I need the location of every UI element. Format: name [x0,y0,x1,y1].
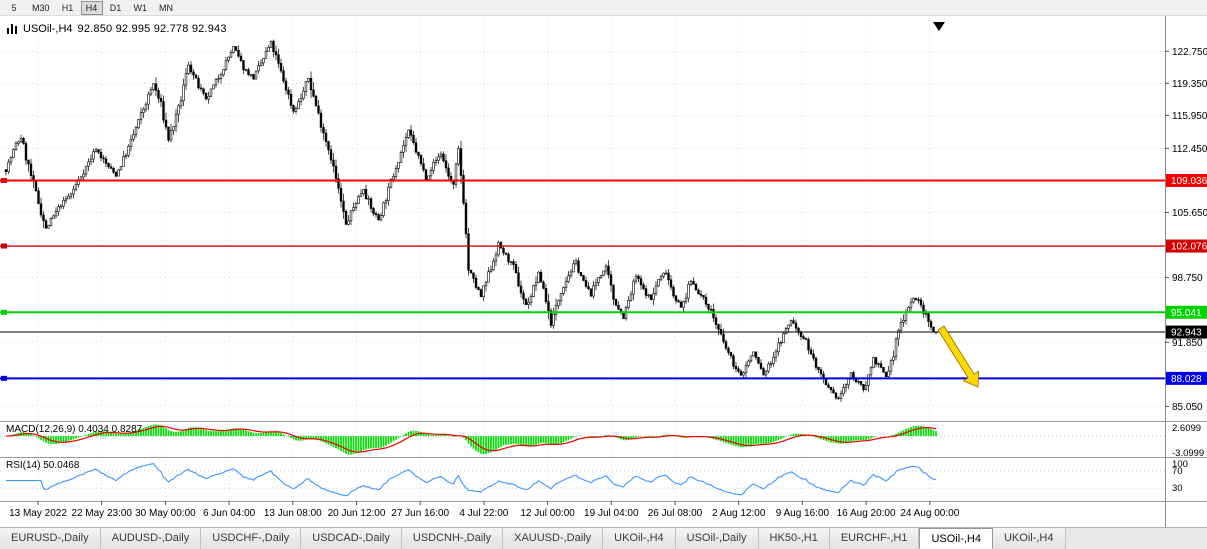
svg-text:-3.0999: -3.0999 [1172,448,1204,459]
time-axis[interactable]: 13 May 2022 22 May 23:00 30 May 00:00 6 Jun… [9,501,960,519]
timeframe-button-mn[interactable]: MN [159,2,174,13]
chart-pane-container: 122.750 119.350 115.950 112.450 105.650 98.75… [0,16,1207,527]
svg-text:19 Jul 04:00: 19 Jul 04:00 [584,508,639,519]
svg-text:22 May 23:00: 22 May 23:00 [71,508,132,519]
chart-tab-eurchf-h1[interactable]: EURCHF-,H1 [829,528,920,549]
timeframe-button-h4[interactable]: H4 [80,0,103,15]
svg-text:24 Aug 00:00: 24 Aug 00:00 [900,508,959,519]
chart-canvas[interactable]: 122.750 119.350 115.950 112.450 105.650 98.75… [0,16,1207,527]
timeframe-toolbar: 5 M30 H1 H4 D1 W1 MN [0,0,1207,16]
svg-text:70: 70 [1172,466,1183,477]
chart-tab-ukoil-h4[interactable]: UKOil-,H4 [603,528,676,549]
horizontal-line-102.076[interactable] [0,243,1165,249]
timeframe-button-d1[interactable]: D1 [109,2,122,13]
sell-arrow-annotation[interactable] [937,325,980,388]
svg-text:9 Aug 16:00: 9 Aug 16:00 [776,508,830,519]
svg-text:13 Jun 08:00: 13 Jun 08:00 [264,508,322,519]
chart-tab-hk50-h1[interactable]: HK50-,H1 [758,528,830,549]
svg-text:30 May 00:00: 30 May 00:00 [135,508,196,519]
svg-text:85.050: 85.050 [1172,402,1203,413]
chart-tab-usoil-daily[interactable]: USOil-,Daily [675,528,759,549]
price-label-92.943: 92.943 [1166,325,1207,339]
svg-text:20 Jun 12:00: 20 Jun 12:00 [328,508,386,519]
svg-text:30: 30 [1172,483,1183,494]
svg-text:2 Aug 12:00: 2 Aug 12:00 [712,508,766,519]
chart-icon [7,24,18,34]
svg-text:109.036: 109.036 [1171,176,1207,187]
svg-text:26 Jul 08:00: 26 Jul 08:00 [648,508,703,519]
horizontal-line-95.041[interactable] [0,309,1165,315]
macd-indicator-label: MACD(12,26,9) 0.4034 0.8287 [6,424,143,435]
svg-text:6 Jun 04:00: 6 Jun 04:00 [203,508,256,519]
svg-text:13 May 2022: 13 May 2022 [9,508,67,519]
price-label-102.076: 102.076 [1166,239,1207,253]
chart-symbol-header: USOil-,H4 92.850 92.995 92.778 92.943 [7,23,227,35]
svg-text:92.943: 92.943 [1171,328,1202,339]
svg-text:27 Jun 16:00: 27 Jun 16:00 [391,508,449,519]
svg-text:98.750: 98.750 [1172,273,1203,284]
svg-text:122.750: 122.750 [1172,47,1207,58]
svg-text:102.076: 102.076 [1171,242,1207,253]
rsi-pane[interactable] [0,462,1165,497]
price-label-109.036: 109.036 [1166,173,1207,187]
candlestick-series [4,39,938,402]
rsi-indicator-label: RSI(14) 50.0468 [6,460,80,471]
horizontal-line-109.036[interactable] [0,177,1165,183]
svg-text:91.850: 91.850 [1172,338,1203,349]
chart-tab-xauusd-daily[interactable]: XAUUSD-,Daily [503,528,604,549]
price-axis[interactable]: 122.750 119.350 115.950 112.450 105.650 98.75… [1165,47,1207,494]
chart-tab-usdchf-daily[interactable]: USDCHF-,Daily [201,528,302,549]
chart-tab-eurusd-daily[interactable]: EURUSD-,Daily [0,528,101,549]
macd-pane[interactable] [0,424,1165,455]
timeframe-button-h1[interactable]: H1 [61,2,74,13]
svg-text:119.350: 119.350 [1172,79,1207,90]
horizontal-lines [0,177,1165,381]
svg-text:4 Jul 22:00: 4 Jul 22:00 [459,508,508,519]
timeframe-button-m30[interactable]: M30 [32,2,50,13]
svg-text:16 Aug 20:00: 16 Aug 20:00 [837,508,896,519]
horizontal-line-88.028[interactable] [0,375,1165,381]
svg-text:2.6099: 2.6099 [1172,423,1201,434]
timeframe-button-w1[interactable]: W1 [133,2,148,13]
svg-text:95.041: 95.041 [1171,308,1202,319]
chart-tab-usdcnh-daily[interactable]: USDCNH-,Daily [401,528,504,549]
symbol-tabs-bar: EURUSD-,Daily AUDUSD-,Daily USDCHF-,Daily U… [0,527,1207,549]
chart-ohlc-values: 92.850 92.995 92.778 92.943 [77,23,227,35]
svg-text:105.650: 105.650 [1172,208,1207,219]
svg-text:12 Jul 00:00: 12 Jul 00:00 [520,508,575,519]
chart-symbol-label: USOil-,H4 [23,23,73,35]
timeframe-button-5[interactable]: 5 [11,2,17,13]
chart-tab-usdcad-daily[interactable]: USDCAD-,Daily [301,528,402,549]
svg-text:88.028: 88.028 [1171,374,1202,385]
chart-tab-ukoil-h4[interactable]: UKOil-,H4 [992,528,1066,549]
svg-text:115.950: 115.950 [1172,111,1207,122]
chart-tab-usoil-h4[interactable]: USOil-,H4 [919,528,993,549]
grid [0,16,1165,501]
svg-text:112.450: 112.450 [1172,144,1207,155]
svg-text:100: 100 [1172,459,1188,470]
chart-tab-audusd-daily[interactable]: AUDUSD-,Daily [100,528,202,549]
price-label-88.028: 88.028 [1166,371,1207,385]
price-label-95.041: 95.041 [1166,305,1207,319]
shift-marker[interactable] [933,22,945,31]
